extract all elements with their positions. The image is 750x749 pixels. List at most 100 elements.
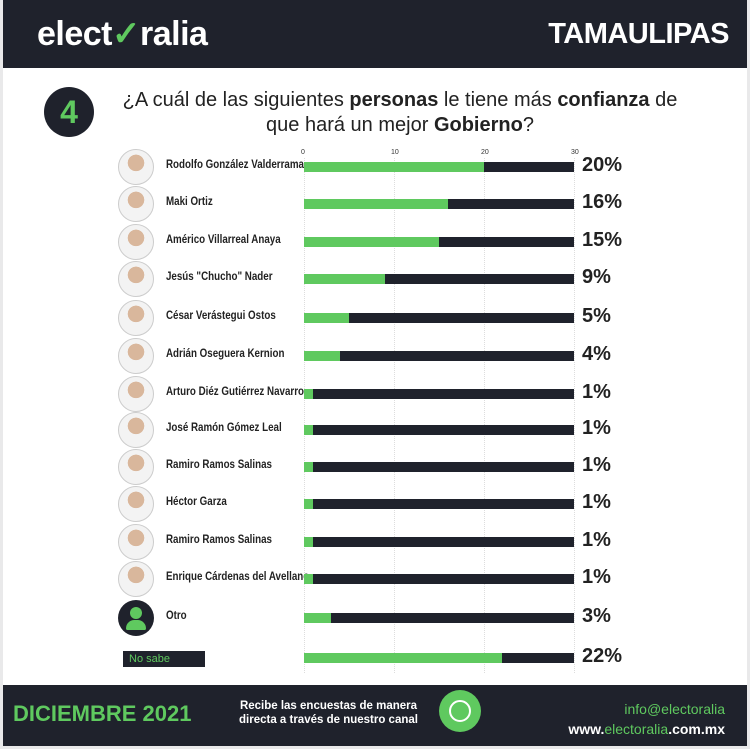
bar-track xyxy=(304,199,574,209)
chart-row: Rodolfo González Valderrama 20% xyxy=(0,149,750,185)
data-label: 1% xyxy=(582,381,611,403)
bar-track xyxy=(304,237,574,247)
data-label: 5% xyxy=(582,305,611,327)
bar-track xyxy=(304,313,574,323)
gridline xyxy=(304,158,305,673)
bar-track xyxy=(304,653,574,663)
candidate-photo xyxy=(118,300,154,336)
chart-row: Arturo Diéz Gutiérrez Navarro 1% xyxy=(0,376,750,412)
bar-value xyxy=(304,499,313,509)
candidate-photo xyxy=(118,449,154,485)
category-label: Ramiro Ramos Salinas xyxy=(166,534,272,546)
candidate-photo xyxy=(118,261,154,297)
chart-row: Ramiro Ramos Salinas 1% xyxy=(0,449,750,485)
category-label: José Ramón Gómez Leal xyxy=(166,422,282,434)
category-label: Rodolfo González Valderrama xyxy=(166,159,304,171)
bar-value xyxy=(304,574,313,584)
email-link[interactable]: info@electoralia xyxy=(624,701,725,717)
bar-value xyxy=(304,389,313,399)
candidate-photo xyxy=(118,376,154,412)
question-number: 4 xyxy=(44,87,94,137)
chart-row: José Ramón Gómez Leal 1% xyxy=(0,412,750,448)
bar-value xyxy=(304,162,484,172)
header: elect✓ralia TAMAULIPAS xyxy=(3,0,747,68)
x-tick-label: 30 xyxy=(571,149,579,156)
bar-track xyxy=(304,351,574,361)
category-label: Maki Ortiz xyxy=(166,196,213,208)
category-label: No sabe xyxy=(123,651,205,667)
x-tick-label: 10 xyxy=(391,149,399,156)
category-label: César Verástegui Ostos xyxy=(166,310,276,322)
data-label: 22% xyxy=(582,645,623,667)
category-label: Ramiro Ramos Salinas xyxy=(166,459,272,471)
chart-row: Héctor Garza 1% xyxy=(0,486,750,522)
bar-value xyxy=(304,613,331,623)
bar-value xyxy=(304,313,349,323)
category-label: Héctor Garza xyxy=(166,496,227,508)
data-label: 16% xyxy=(582,191,623,213)
gridline xyxy=(394,158,395,673)
data-label: 1% xyxy=(582,454,611,476)
bar-track xyxy=(304,389,574,399)
bar-track xyxy=(304,162,574,172)
chart-row: Jesús "Chucho" Nader 9% xyxy=(0,261,750,297)
chart-row: Américo Villarreal Anaya 15% xyxy=(0,224,750,260)
bar-value xyxy=(304,351,340,361)
data-label: 1% xyxy=(582,491,611,513)
candidate-photo xyxy=(118,224,154,260)
candidate-photo xyxy=(118,186,154,222)
bar-value xyxy=(304,199,448,209)
data-label: 1% xyxy=(582,529,611,551)
bar-value xyxy=(304,274,385,284)
category-label: Jesús "Chucho" Nader xyxy=(166,271,273,283)
survey-date: DICIEMBRE 2021 xyxy=(13,701,192,726)
bar-track xyxy=(304,425,574,435)
bar-track xyxy=(304,574,574,584)
bar-value xyxy=(304,653,502,663)
state-title: TAMAULIPAS xyxy=(548,18,729,50)
data-label: 4% xyxy=(582,343,611,365)
category-label: Adrián Oseguera Kernion xyxy=(166,348,285,360)
subscribe-text: Recibe las encuestas de manera directa a … xyxy=(239,700,418,726)
question-text: ¿A cuál de las siguientes personas le ti… xyxy=(122,89,678,136)
footer: DICIEMBRE 2021 Recibe las encuestas de m… xyxy=(3,685,747,746)
bar-track xyxy=(304,613,574,623)
category-label: Enrique Cárdenas del Avellano xyxy=(166,571,310,583)
candidate-photo xyxy=(118,338,154,374)
gridline xyxy=(484,158,485,673)
website-link[interactable]: www.electoralia.com.mx xyxy=(568,721,725,737)
data-label: 1% xyxy=(582,417,611,439)
gridline xyxy=(574,158,575,673)
chart-row: 22% xyxy=(0,640,750,676)
candidate-photo xyxy=(118,412,154,448)
x-tick-label: 20 xyxy=(481,149,489,156)
candidate-photo xyxy=(118,486,154,522)
chart-row: César Verástegui Ostos 5% xyxy=(0,300,750,336)
chart-row: Enrique Cárdenas del Avellano 1% xyxy=(0,561,750,597)
category-label: Arturo Diéz Gutiérrez Navarro xyxy=(166,386,304,398)
data-label: 1% xyxy=(582,566,611,588)
contact-info: info@electoralia www.electoralia.com.mx xyxy=(568,699,725,739)
bar-value xyxy=(304,537,313,547)
candidate-photo xyxy=(118,149,154,185)
person-icon xyxy=(118,600,154,636)
x-tick-label: 0 xyxy=(301,149,305,156)
data-label: 20% xyxy=(582,154,623,176)
candidate-photo xyxy=(118,524,154,560)
data-label: 3% xyxy=(582,605,611,627)
chart-row: Otro 3% xyxy=(0,600,750,636)
chart-row: Ramiro Ramos Salinas 1% xyxy=(0,524,750,560)
data-label: 15% xyxy=(582,229,623,251)
bar-value xyxy=(304,462,313,472)
whatsapp-icon[interactable] xyxy=(439,690,481,732)
category-label: Américo Villarreal Anaya xyxy=(166,234,281,246)
bar-track xyxy=(304,537,574,547)
bar-track xyxy=(304,462,574,472)
bar-value xyxy=(304,237,439,247)
candidate-photo xyxy=(118,561,154,597)
chart-row: Adrián Oseguera Kernion 4% xyxy=(0,338,750,374)
bar-track xyxy=(304,274,574,284)
electoralia-logo: elect✓ralia xyxy=(37,15,208,53)
data-label: 9% xyxy=(582,266,611,288)
chart-row: Maki Ortiz 16% xyxy=(0,186,750,222)
